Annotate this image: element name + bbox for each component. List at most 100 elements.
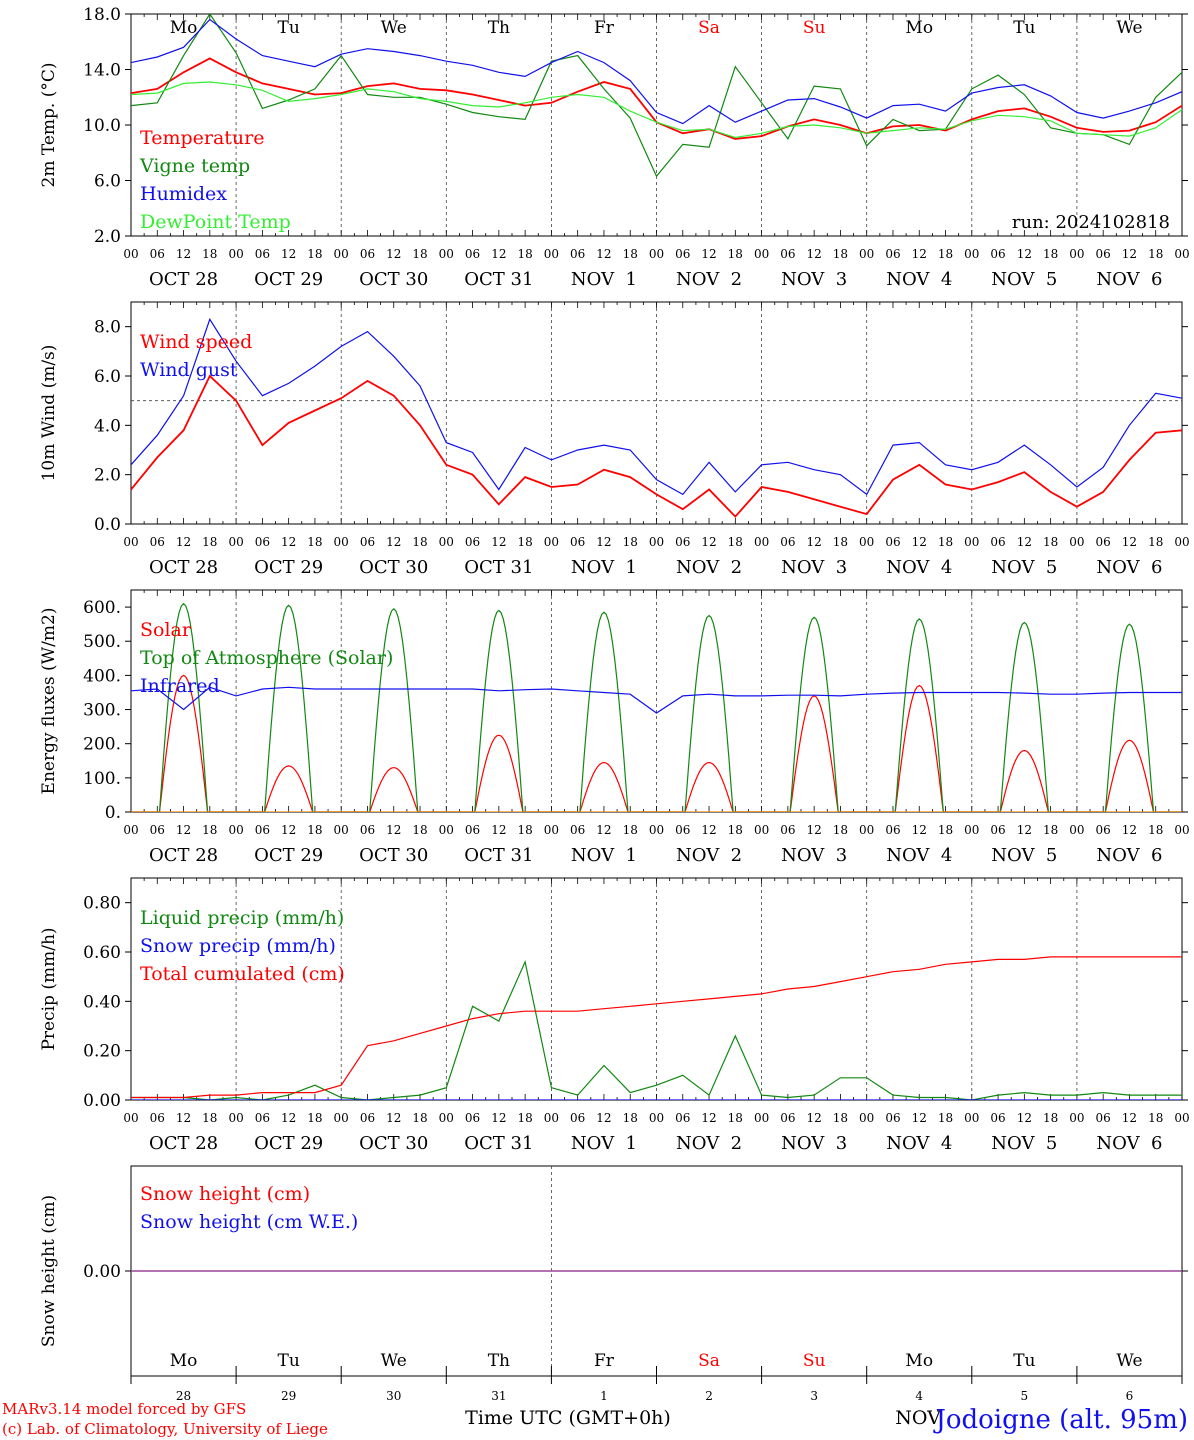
day-name-label: We bbox=[1116, 18, 1142, 38]
hour-tick-label: 12 bbox=[491, 535, 506, 549]
y-tick-label: 200. bbox=[83, 735, 121, 755]
chart-panel-2: 00 06 12 18 00 06 12 18 00 06 12 18 00 06 12 18 00 06 12 18… bbox=[39, 301, 1190, 578]
hour-tick-label: 12 bbox=[491, 1111, 506, 1125]
day-name-label: We bbox=[381, 1351, 407, 1371]
station-name: Jodoigne (alt. 95m) bbox=[932, 1405, 1188, 1435]
series-line-top-of-atmosphere-solar bbox=[131, 602, 1182, 812]
date-label: NOV 5 bbox=[991, 1133, 1057, 1154]
y-tick-label: 6.0 bbox=[94, 367, 121, 387]
hour-tick-label: 00 bbox=[1174, 1111, 1189, 1125]
hour-tick-label: 12 bbox=[596, 247, 611, 261]
hour-tick-label: 00 bbox=[123, 1111, 138, 1125]
day-name-label: We bbox=[1116, 1351, 1142, 1371]
y-tick-label: 0.40 bbox=[83, 992, 121, 1012]
hour-tick-label: 12 bbox=[1017, 1111, 1032, 1125]
hour-tick-label: 18 bbox=[833, 247, 848, 261]
y-tick-label: 2.0 bbox=[94, 466, 121, 486]
date-label: NOV 6 bbox=[1096, 845, 1162, 866]
hour-tick-label: 00 bbox=[334, 247, 349, 261]
date-label: NOV 4 bbox=[886, 269, 952, 290]
day-name-label: Sa bbox=[698, 18, 720, 38]
date-label: OCT 30 bbox=[359, 557, 428, 578]
hour-tick-label: 12 bbox=[1122, 535, 1137, 549]
hour-tick-label: 00 bbox=[754, 823, 769, 837]
date-label: NOV 1 bbox=[571, 557, 637, 578]
date-label: NOV 6 bbox=[1096, 557, 1162, 578]
legend-entry: Total cumulated (cm) bbox=[140, 963, 345, 985]
date-label: OCT 28 bbox=[149, 1133, 218, 1154]
y-tick-label: 18.0 bbox=[83, 5, 121, 25]
legend-entry: Temperature bbox=[140, 127, 264, 149]
day-name-label: Tu bbox=[278, 18, 300, 38]
y-tick-label: 600. bbox=[83, 598, 121, 618]
hour-tick-label: 06 bbox=[780, 535, 795, 549]
hour-tick-label: 06 bbox=[570, 823, 585, 837]
day-name-label: Tu bbox=[1013, 18, 1035, 38]
hour-tick-label: 18 bbox=[517, 535, 532, 549]
date-label: NOV 2 bbox=[676, 557, 742, 578]
hour-tick-label: 18 bbox=[623, 823, 638, 837]
chart-panel-4: 00 06 12 18 00 06 12 18 00 06 12 18 00 06 12 18 00 06 12 18… bbox=[39, 877, 1190, 1154]
hour-tick-label: 12 bbox=[807, 1111, 822, 1125]
hour-tick-label: 00 bbox=[544, 247, 559, 261]
date-label: NOV 1 bbox=[571, 845, 637, 866]
day-name-label: We bbox=[381, 18, 407, 38]
legend-entry: Wind speed bbox=[140, 331, 252, 353]
hour-tick-label: 18 bbox=[1148, 247, 1163, 261]
hour-tick-label: 06 bbox=[360, 535, 375, 549]
hour-tick-label: 06 bbox=[885, 823, 900, 837]
chart-panel-1: 00 06 12 18 00 06 12 18 00 06 12 18 00 06 12 18 00 06 12 18… bbox=[39, 5, 1190, 290]
date-label: NOV 3 bbox=[781, 557, 847, 578]
y-axis-title: Snow height (cm) bbox=[39, 1195, 59, 1347]
date-label: OCT 30 bbox=[359, 1133, 428, 1154]
hour-tick-label: 00 bbox=[754, 247, 769, 261]
series-line-infrared bbox=[131, 686, 1182, 714]
hour-tick-label: 12 bbox=[491, 247, 506, 261]
legend-entry: Wind gust bbox=[140, 359, 238, 381]
day-name-label: Mo bbox=[170, 1351, 198, 1371]
meteogram-panels: 00 06 12 18 00 06 12 18 00 06 12 18 00 06 12 18 00 06 12 18… bbox=[39, 5, 1190, 1403]
hour-tick-label: 18 bbox=[307, 247, 322, 261]
hour-tick-label: 18 bbox=[833, 823, 848, 837]
legend-entry: Top of Atmosphere (Solar) bbox=[140, 647, 393, 669]
hour-tick-label: 06 bbox=[780, 247, 795, 261]
date-label: OCT 29 bbox=[254, 1133, 323, 1154]
hour-tick-label: 12 bbox=[807, 247, 822, 261]
day-name-label: Tu bbox=[1013, 1351, 1035, 1371]
day-number-label: 1 bbox=[600, 1389, 608, 1403]
day-name-label: Su bbox=[803, 18, 826, 38]
hour-tick-label: 12 bbox=[912, 823, 927, 837]
hour-tick-label: 12 bbox=[176, 1111, 191, 1125]
hour-tick-label: 18 bbox=[307, 823, 322, 837]
series-line-wind-gust bbox=[131, 317, 1182, 496]
hour-tick-label: 12 bbox=[1017, 247, 1032, 261]
chart-panel-5: Mo Tu We Th Fr Sa Su Mo Tu We 28 29 30 31 1 2 3 4 5 6 0.00 Sn… bbox=[39, 1165, 1188, 1403]
hour-tick-label: 12 bbox=[912, 535, 927, 549]
hour-tick-label: 12 bbox=[1122, 247, 1137, 261]
run-annotation: run: 2024102818 bbox=[1012, 212, 1170, 233]
hour-tick-label: 00 bbox=[123, 535, 138, 549]
hour-tick-label: 06 bbox=[465, 1111, 480, 1125]
y-tick-label: 0.60 bbox=[83, 943, 121, 963]
hour-tick-label: 06 bbox=[570, 535, 585, 549]
y-tick-label: 4.0 bbox=[94, 416, 121, 436]
date-label: OCT 28 bbox=[149, 269, 218, 290]
hour-tick-label: 06 bbox=[990, 247, 1005, 261]
hour-tick-label: 06 bbox=[150, 823, 165, 837]
day-name-label: Su bbox=[803, 1351, 826, 1371]
day-number-label: 29 bbox=[281, 1389, 296, 1403]
y-axis-title: Energy fluxes (W/m2) bbox=[39, 608, 59, 795]
hour-tick-label: 12 bbox=[1122, 823, 1137, 837]
hour-tick-label: 00 bbox=[859, 247, 874, 261]
date-label: OCT 29 bbox=[254, 269, 323, 290]
hour-tick-label: 12 bbox=[912, 247, 927, 261]
hour-tick-label: 00 bbox=[649, 535, 664, 549]
y-axis-title: 10m Wind (m/s) bbox=[39, 345, 59, 482]
hour-tick-label: 00 bbox=[1069, 247, 1084, 261]
series-line-total-cumulated-cm bbox=[131, 956, 1182, 1099]
y-tick-label: 0. bbox=[105, 803, 121, 823]
legend-entry: Vigne temp bbox=[139, 155, 250, 177]
date-label: OCT 30 bbox=[359, 845, 428, 866]
date-label: OCT 31 bbox=[464, 557, 533, 578]
y-axis-title: 2m Temp. (°C) bbox=[39, 62, 59, 187]
